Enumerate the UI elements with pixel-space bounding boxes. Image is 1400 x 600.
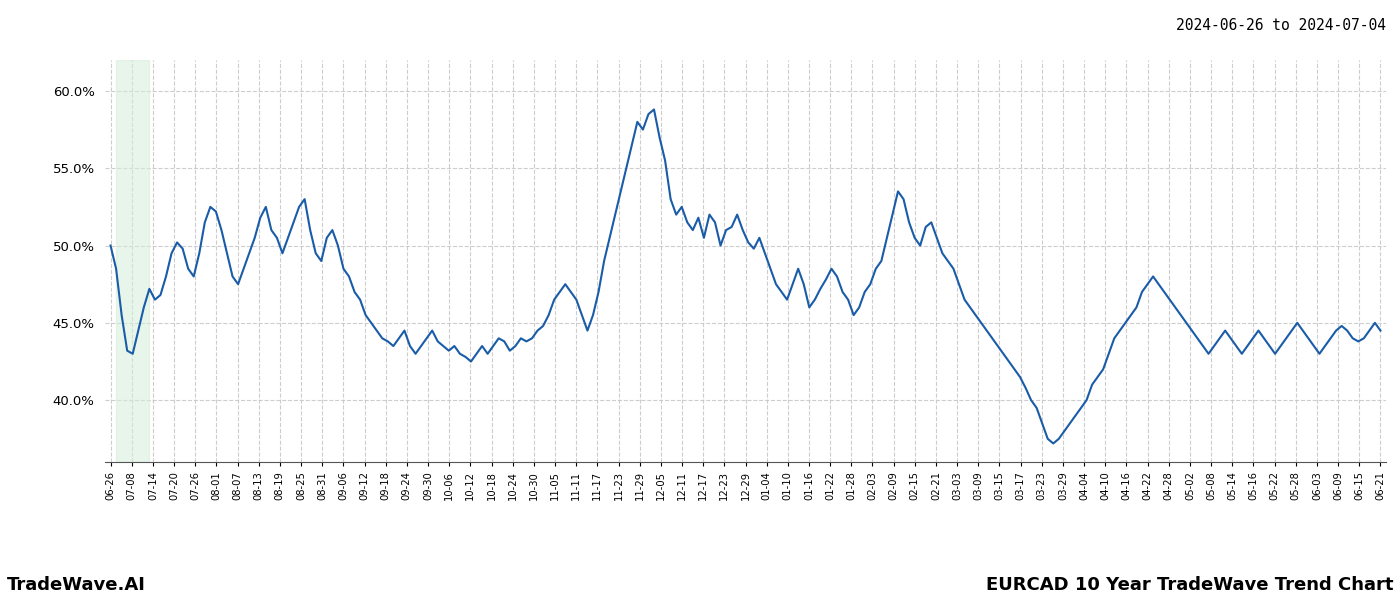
Text: TradeWave.AI: TradeWave.AI [7, 576, 146, 594]
Bar [116, 60, 150, 462]
Text: 2024-06-26 to 2024-07-04: 2024-06-26 to 2024-07-04 [1176, 18, 1386, 33]
Text: EURCAD 10 Year TradeWave Trend Chart: EURCAD 10 Year TradeWave Trend Chart [986, 576, 1393, 594]
